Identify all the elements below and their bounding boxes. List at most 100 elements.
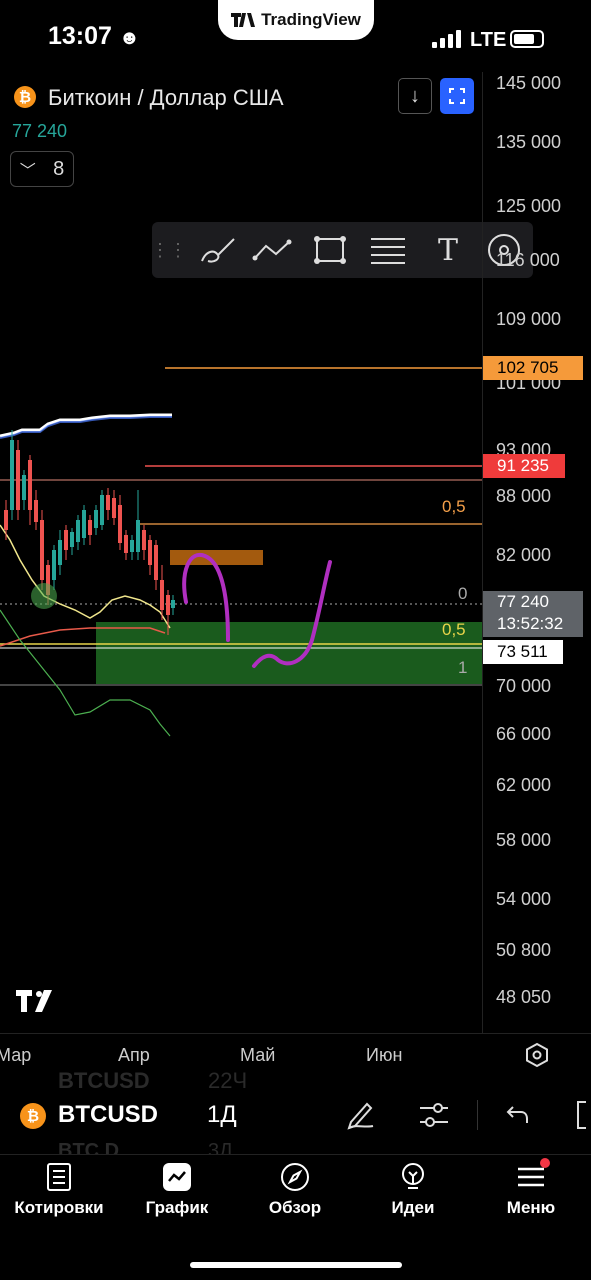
status-time: 13:07 ☻	[48, 22, 140, 50]
hexagon-settings-icon	[526, 1042, 548, 1068]
price-tick: 50 800	[496, 940, 552, 960]
level-price-label: 73 511	[483, 640, 563, 664]
price-tick: 62 000	[496, 775, 552, 795]
ghost-interval-below: 3Д	[208, 1140, 233, 1154]
price-tick: 54 000	[496, 889, 552, 909]
time-label: Апр	[118, 1045, 150, 1065]
trendline-icon[interactable]	[252, 230, 292, 270]
undo-icon	[506, 1106, 528, 1123]
nav-label: Меню	[506, 1198, 556, 1217]
menu-icon	[516, 1158, 550, 1192]
ghost-interval-above: 22Ч	[208, 1068, 248, 1093]
rectangle-icon[interactable]	[310, 230, 350, 270]
fullscreen-button[interactable]	[440, 78, 474, 114]
ghost-symbol-above: BTCUSD	[58, 1068, 150, 1093]
bar-countdown: 13:52:32	[497, 614, 564, 633]
indicators-count: 8	[53, 157, 65, 180]
toolbar-separator	[477, 1100, 478, 1130]
time-label: Май	[240, 1045, 276, 1065]
undo-button[interactable]	[505, 1103, 531, 1132]
yellow-moving-average	[0, 524, 171, 629]
bitcoin-icon: ₿	[20, 1103, 46, 1129]
hide-drawings-icon[interactable]	[484, 230, 524, 270]
tradingview-pill[interactable]: TradingView	[218, 0, 374, 40]
text-icon[interactable]: T	[437, 232, 458, 268]
nav-label: График	[145, 1198, 209, 1217]
red-line-price-label: 91 235	[483, 454, 565, 478]
price-tick: 145 000	[496, 73, 562, 93]
price-tick: 109 000	[496, 309, 562, 329]
price-chart[interactable]	[0, 60, 482, 1033]
download-button[interactable]: ↓	[398, 78, 432, 114]
purple-brush-stroke-2	[252, 560, 332, 668]
indicators-toggle[interactable]: ﹀ 8	[10, 151, 74, 187]
price-tick: 66 000	[496, 724, 552, 744]
purple-brush-stroke-1	[182, 552, 230, 642]
green-circle-marker	[31, 583, 57, 609]
price-tick: 125 000	[496, 196, 562, 216]
notification-dot	[540, 1158, 550, 1168]
pair-title[interactable]: Биткоин / Доллар США	[48, 85, 284, 110]
chart-icon	[162, 1162, 192, 1192]
price-tick: 82 000	[496, 545, 552, 565]
tradingview-logo-icon	[231, 13, 256, 27]
ghost-symbol-below: BTC.D	[58, 1140, 120, 1154]
nav-item-quotes[interactable]: Котировки	[4, 1162, 114, 1218]
nav-label: Идеи	[391, 1198, 435, 1217]
red-moving-average	[0, 627, 166, 647]
nav-item-chart[interactable]: График	[122, 1162, 232, 1218]
candles	[4, 430, 175, 635]
time-axis-divider	[0, 1033, 591, 1034]
drawing-tools-button[interactable]	[345, 1098, 377, 1135]
tradingview-watermark-icon	[16, 990, 52, 1012]
compass-icon	[280, 1162, 310, 1192]
fib-label-low-half: 0,5	[442, 620, 466, 639]
nav-label: Обзор	[268, 1198, 322, 1217]
drawing-toolbar: ⋮⋮ T	[151, 222, 533, 278]
price-tick: 135 000	[496, 132, 562, 152]
chevron-down-icon: ﹀	[19, 163, 36, 180]
fib-label-top-half: 0,5	[442, 497, 466, 516]
interval-selector[interactable]: 1Д	[207, 1101, 237, 1128]
price-tick: 88 000	[496, 486, 552, 506]
brush-icon[interactable]	[198, 230, 238, 270]
price-tick: 70 000	[496, 676, 552, 696]
orange-box-drawing	[170, 550, 263, 565]
target-zone	[96, 622, 482, 684]
price-tick: 116 000	[496, 250, 560, 270]
nav-item-menu[interactable]: Меню	[476, 1158, 586, 1218]
white-moving-average	[0, 413, 172, 438]
fib-label-one: 1	[458, 658, 468, 677]
blue-ma-shadow	[0, 416, 172, 439]
indicators-button[interactable]	[418, 1100, 450, 1135]
quotes-icon	[44, 1162, 74, 1192]
upper-line-price-label: 102 705	[483, 356, 583, 380]
price-tick: 58 000	[496, 830, 552, 850]
grip-icon[interactable]: ⋮⋮	[151, 239, 187, 260]
download-icon: ↓	[410, 84, 420, 107]
sliders-icon	[420, 1103, 448, 1127]
green-lower-line	[0, 609, 171, 737]
ideas-icon	[398, 1162, 428, 1192]
bitcoin-icon: ₿	[14, 86, 36, 108]
time-label: Мар	[0, 1045, 32, 1065]
pencil-icon	[347, 1102, 374, 1130]
last-price: 77 240	[12, 121, 68, 141]
nav-label: Котировки	[14, 1198, 104, 1217]
nav-item-overview[interactable]: Обзор	[240, 1162, 350, 1218]
network-type: LTE	[470, 29, 507, 51]
nav-item-ideas[interactable]: Идеи	[358, 1162, 468, 1218]
chart-settings-button[interactable]	[525, 1042, 549, 1073]
time-label: Июн	[366, 1045, 403, 1065]
price-tick: 48 050	[496, 987, 552, 1007]
fib-label-zero: 0	[458, 584, 468, 603]
symbol-name[interactable]: BTCUSD	[58, 1101, 158, 1128]
layout-button[interactable]	[574, 1100, 591, 1135]
signal-icon	[432, 30, 462, 48]
current-price-label: 77 240 13:52:32	[483, 591, 583, 637]
nav-divider	[0, 1154, 591, 1155]
current-price-value: 77 240	[497, 592, 549, 611]
price-axis-divider	[482, 72, 483, 1034]
battery-icon	[510, 30, 544, 48]
fib-levels-icon[interactable]	[368, 230, 408, 270]
